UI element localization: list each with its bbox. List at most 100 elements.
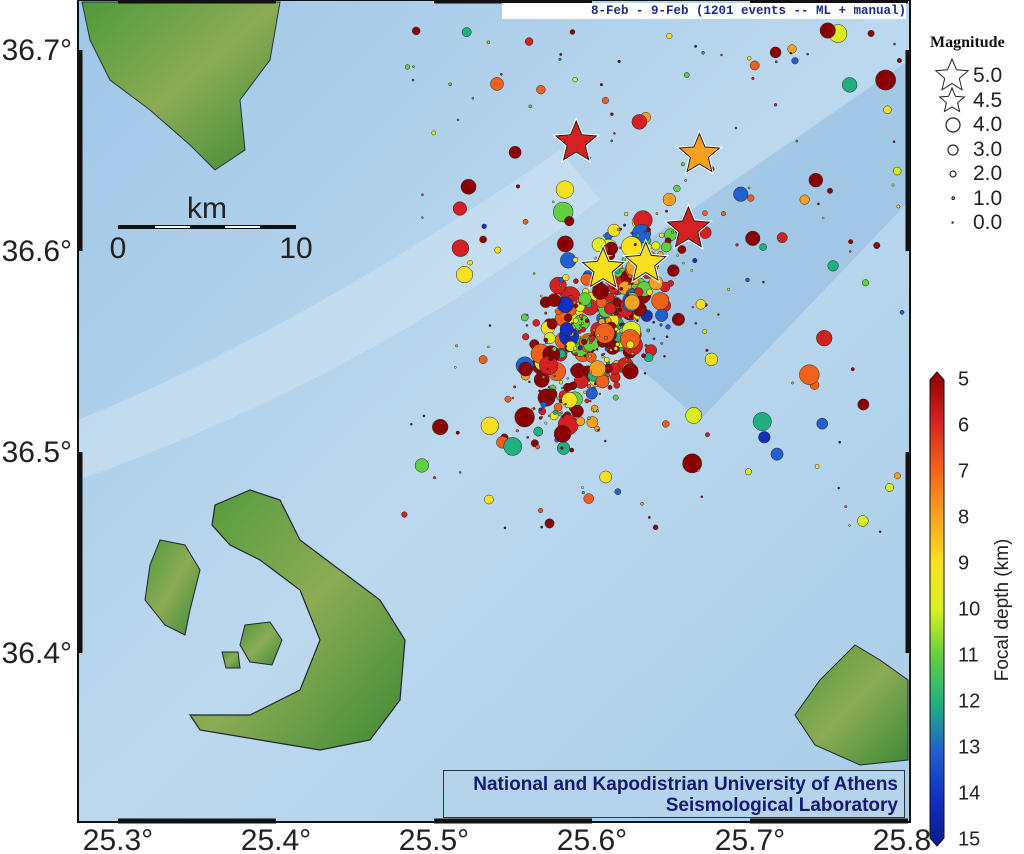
- event-dot: [551, 200, 555, 204]
- event-dot: [539, 294, 543, 298]
- scale-start: 0: [110, 232, 127, 265]
- event-dot: [547, 385, 551, 389]
- event-dot: [795, 139, 799, 143]
- event-dot: [612, 297, 622, 307]
- magnitude-legend-entry: 4.5: [933, 86, 1002, 113]
- event-dot: [682, 261, 685, 265]
- lat-tick-label: 36.7°: [2, 34, 72, 67]
- event-dot: [615, 291, 618, 295]
- event-dot: [610, 112, 614, 116]
- event-dot: [777, 238, 781, 241]
- event-dot: [478, 355, 488, 364]
- event-dot: [848, 250, 852, 253]
- event-dot: [411, 26, 421, 36]
- event-dot: [562, 273, 570, 282]
- colorbar-tick: 10: [958, 598, 981, 621]
- colorbar-tick: 15: [958, 828, 981, 851]
- event-dot: [893, 42, 896, 46]
- event-dot: [726, 287, 730, 291]
- event-dot: [808, 172, 824, 188]
- event-dot: [460, 178, 477, 195]
- event-dot: [559, 292, 562, 296]
- event-dot: [631, 114, 648, 130]
- event-dot: [570, 363, 586, 379]
- event-dot: [410, 422, 413, 426]
- event-dot: [604, 347, 609, 352]
- event-dot: [633, 242, 637, 247]
- event-dot: [626, 292, 629, 295]
- event-dot: [643, 372, 647, 375]
- event-dot: [565, 336, 570, 341]
- event-dot: [702, 210, 708, 216]
- event-dot: [602, 234, 606, 238]
- event-dot: [682, 453, 702, 474]
- event-dot: [544, 311, 548, 315]
- event-dot: [545, 373, 548, 376]
- event-dot: [651, 241, 661, 251]
- event-dot: [401, 511, 408, 518]
- event-dot: [575, 416, 586, 426]
- event-dot: [564, 345, 568, 348]
- event-dot: [665, 209, 669, 213]
- event-dot: [619, 286, 624, 291]
- colorbar-tick: 6: [958, 414, 970, 437]
- event-dot: [662, 192, 676, 207]
- event-dot: [769, 46, 782, 59]
- event-dot: [641, 353, 646, 359]
- event-dot: [456, 118, 460, 122]
- event-dot: [525, 324, 529, 327]
- event-dot: [646, 288, 653, 296]
- event-dot: [821, 216, 825, 220]
- event-dot: [451, 239, 470, 257]
- lon-tick-label: 25.6°: [557, 824, 627, 854]
- event-dot: [586, 384, 592, 389]
- event-dot: [557, 235, 574, 253]
- colorbar-tick: 8: [958, 506, 970, 529]
- event-dot: [456, 266, 473, 284]
- event-dot: [532, 319, 540, 327]
- event-dot: [758, 431, 771, 444]
- event-dot: [692, 258, 698, 264]
- event-dot: [503, 437, 523, 456]
- event-dot: [548, 355, 554, 362]
- event-dot: [646, 328, 651, 333]
- event-dot: [448, 82, 452, 87]
- event-dot: [581, 490, 585, 495]
- event-dot: [617, 307, 623, 312]
- event-dot: [613, 346, 619, 351]
- event-dot: [617, 291, 621, 295]
- event-dot: [702, 329, 708, 334]
- event-dot: [837, 486, 840, 490]
- island-anafi: [794, 644, 909, 766]
- event-dot: [548, 414, 551, 418]
- event-dot: [566, 377, 569, 380]
- event-dot: [875, 69, 896, 91]
- event-dot: [873, 242, 881, 249]
- event-dot: [671, 312, 685, 326]
- event-dot: [431, 130, 437, 136]
- event-dot: [624, 211, 629, 217]
- event-dot: [752, 412, 772, 431]
- event-dot: [893, 472, 901, 480]
- event-dot: [572, 76, 578, 83]
- event-dot: [791, 57, 799, 65]
- event-dot: [659, 323, 663, 327]
- event-dot: [867, 29, 875, 37]
- event-dot: [553, 374, 556, 378]
- event-dot: [558, 57, 562, 61]
- credit-box: National and Kapodistrian University of …: [443, 770, 905, 818]
- lon-tick-label: 25.5°: [399, 824, 469, 854]
- event-dot: [614, 488, 622, 496]
- event-dot: [532, 272, 536, 275]
- event-dot: [536, 85, 546, 95]
- event-dot: [701, 51, 705, 55]
- event-dot: [891, 183, 895, 187]
- event-dot: [747, 56, 752, 61]
- circle-icon: [933, 169, 973, 179]
- event-dot: [481, 223, 487, 229]
- event-dot: [663, 355, 666, 358]
- event-dot: [601, 355, 605, 359]
- event-dot: [700, 495, 704, 499]
- event-dot: [806, 52, 809, 56]
- event-dot: [596, 333, 600, 338]
